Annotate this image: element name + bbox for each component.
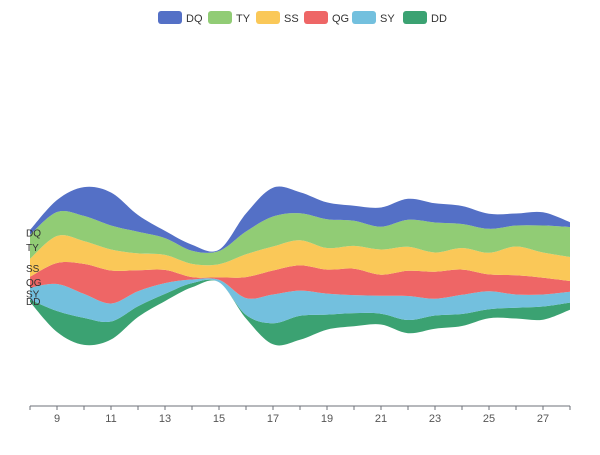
x-tick-label: 23	[429, 413, 441, 425]
legend-swatch[interactable]	[256, 11, 280, 24]
series-label-dq: DQ	[26, 228, 41, 239]
legend-swatch[interactable]	[403, 11, 427, 24]
series-label-ty: TY	[26, 243, 39, 254]
legend-swatch[interactable]	[304, 11, 328, 24]
legend-label[interactable]: DD	[431, 13, 447, 25]
legend-item-dq[interactable]: DQ	[158, 11, 203, 25]
stream-sy[interactable]	[30, 278, 570, 324]
series-label-sy: SY	[26, 290, 40, 301]
streams	[30, 186, 570, 346]
x-tick-label: 15	[213, 413, 225, 425]
x-tick-label: 25	[483, 413, 495, 425]
legend-item-ss[interactable]: SS	[256, 11, 299, 25]
x-tick-label: 19	[321, 413, 333, 425]
legend-label[interactable]: DQ	[186, 13, 203, 25]
x-tick-label: 13	[159, 413, 171, 425]
x-tick-label: 27	[537, 413, 549, 425]
legend-label[interactable]: QG	[332, 13, 349, 25]
legend-item-sy[interactable]: SY	[352, 11, 395, 25]
legend-item-qg[interactable]: QG	[304, 11, 349, 25]
x-axis: 9 11 13 15 17 19 21 23 25 27	[29, 405, 571, 425]
x-tick-label: 21	[375, 413, 387, 425]
series-label-qg: QG	[26, 278, 42, 289]
x-tick-label: 17	[267, 413, 279, 425]
legend-swatch[interactable]	[158, 11, 182, 24]
legend-item-dd[interactable]: DD	[403, 11, 447, 25]
stream-dd[interactable]	[30, 279, 570, 346]
series-label-dd: DD	[26, 297, 40, 308]
legend[interactable]: DQ TY SS QG SY DD	[158, 11, 447, 25]
legend-swatch[interactable]	[352, 11, 376, 24]
legend-label[interactable]: TY	[236, 13, 251, 25]
legend-swatch[interactable]	[208, 11, 232, 24]
x-tick-label: 11	[105, 413, 116, 425]
x-tick-label: 9	[54, 413, 60, 425]
stream-qg[interactable]	[30, 261, 570, 304]
series-label-ss: SS	[26, 264, 40, 275]
legend-item-ty[interactable]: TY	[208, 11, 251, 25]
stream-ty[interactable]	[30, 210, 570, 266]
stream-dq[interactable]	[30, 186, 570, 253]
stream-ss[interactable]	[30, 235, 570, 281]
legend-label[interactable]: SS	[284, 13, 299, 25]
legend-label[interactable]: SY	[380, 13, 395, 25]
